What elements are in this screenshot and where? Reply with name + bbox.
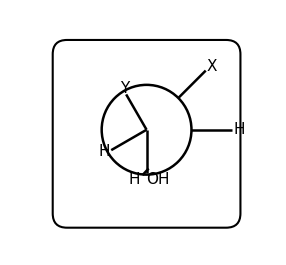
Text: Y: Y: [120, 81, 130, 96]
Text: X: X: [206, 59, 217, 74]
FancyBboxPatch shape: [53, 40, 241, 228]
Text: H: H: [98, 144, 110, 159]
Text: OH: OH: [146, 172, 170, 187]
Text: H: H: [129, 172, 140, 187]
Text: H: H: [233, 122, 245, 137]
